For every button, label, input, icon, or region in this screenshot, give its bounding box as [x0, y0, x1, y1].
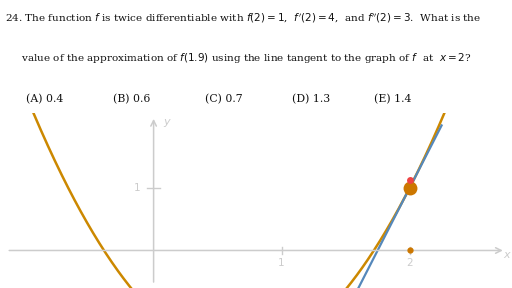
Text: 1: 1 — [279, 258, 285, 268]
Text: (E) 1.4: (E) 1.4 — [374, 94, 411, 104]
Text: 24. The function $f$ is twice differentiable with $f (2)=1$,  $f'(2)=4$,  and $f: 24. The function $f$ is twice differenti… — [5, 11, 481, 25]
Text: (A) 0.4: (A) 0.4 — [26, 94, 63, 104]
Text: 2: 2 — [407, 258, 413, 268]
Text: value of the approximation of $f (1.9)$ using the line tangent to the graph of $: value of the approximation of $f (1.9)$ … — [5, 51, 472, 65]
Text: (B) 0.6: (B) 0.6 — [113, 94, 150, 104]
Text: 1: 1 — [134, 183, 141, 193]
Text: (C) 0.7: (C) 0.7 — [205, 94, 242, 104]
Text: (D) 1.3: (D) 1.3 — [292, 94, 330, 104]
Text: $x$: $x$ — [503, 251, 512, 260]
Text: $y$: $y$ — [163, 117, 172, 129]
